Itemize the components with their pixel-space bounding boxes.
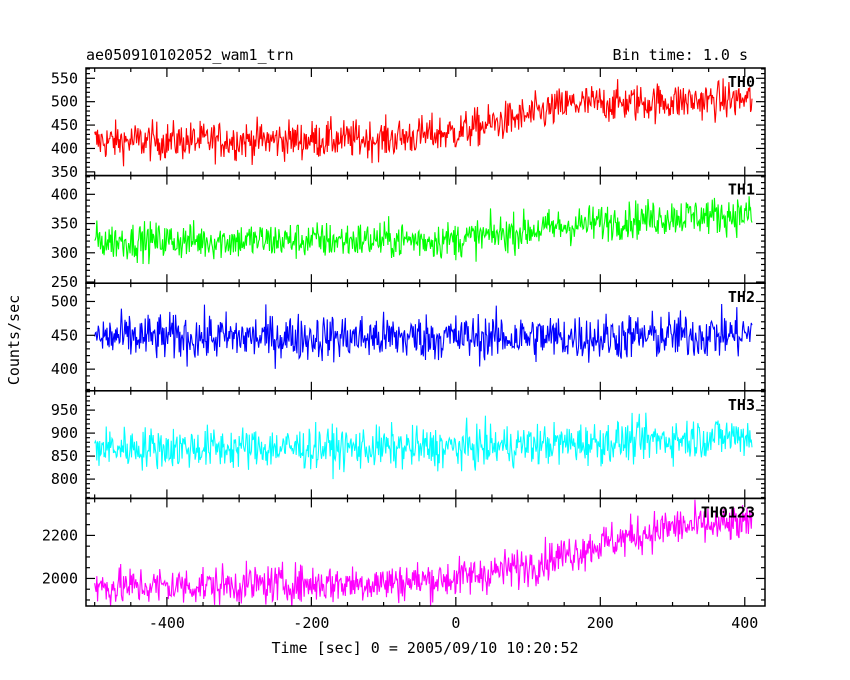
y-tick-label: 250 [51, 273, 78, 291]
y-tick-label: 2000 [42, 569, 78, 587]
y-tick-label: 500 [51, 292, 78, 310]
y-tick-label: 950 [51, 401, 78, 419]
series-line-th0123 [94, 499, 753, 606]
chart-title: ae050910102052_wam1_trn [86, 46, 294, 64]
y-tick-label: 2200 [42, 526, 78, 544]
y-tick-label: 400 [51, 185, 78, 203]
y-tick-label: 300 [51, 244, 78, 262]
series-line-th1 [94, 196, 753, 265]
panel-th2: 400 450 500 TH2 [51, 282, 766, 392]
panels: 350 400 450 500 550 TH0 250 300 350 400 TH1 400 450 5… [42, 67, 766, 607]
panel-frame [85, 67, 766, 177]
x-axis-title: Time [sec] 0 = 2005/09/10 10:20:52 [271, 639, 578, 657]
x-tick-label: -400 [149, 614, 185, 632]
x-tick-label: 0 [451, 614, 460, 632]
x-tick-label: 400 [731, 614, 758, 632]
y-tick-label: 900 [51, 424, 78, 442]
x-axis: -400 -200 0 200 400 [149, 614, 758, 632]
bin-time-label: Bin time: 1.0 s [613, 46, 748, 64]
channel-label-th0: TH0 [728, 73, 755, 91]
y-tick-label: 400 [51, 139, 78, 157]
panel-th0: 350 400 450 500 550 TH0 [51, 67, 766, 181]
y-tick-label: 850 [51, 447, 78, 465]
x-tick-label: -200 [293, 614, 329, 632]
y-tick-label: 400 [51, 360, 78, 378]
panel-frame [85, 497, 766, 607]
channel-label-th2: TH2 [728, 288, 755, 306]
x-tick-label: 200 [587, 614, 614, 632]
series-line-th0 [94, 78, 753, 167]
y-tick-label: 550 [51, 69, 78, 87]
series-line-th2 [94, 304, 753, 369]
panel-th0123: 2000 2200 TH0123 [42, 497, 766, 607]
panel-frame [85, 174, 766, 284]
panel-th1: 250 300 350 400 TH1 [51, 174, 766, 291]
channel-label-th1: TH1 [728, 181, 755, 199]
y-tick-label: 450 [51, 326, 78, 344]
y-tick-label: 350 [51, 163, 78, 181]
y-tick-label: 800 [51, 470, 78, 488]
series-line-th3 [94, 412, 753, 480]
channel-label-th3: TH3 [728, 396, 755, 414]
channel-label-th0123: TH0123 [701, 503, 755, 521]
y-tick-label: 350 [51, 215, 78, 233]
panel-th3: 800 850 900 950 TH3 [51, 390, 766, 500]
y-tick-label: 450 [51, 116, 78, 134]
y-tick-label: 500 [51, 93, 78, 111]
y-axis-title: Counts/sec [5, 295, 23, 385]
